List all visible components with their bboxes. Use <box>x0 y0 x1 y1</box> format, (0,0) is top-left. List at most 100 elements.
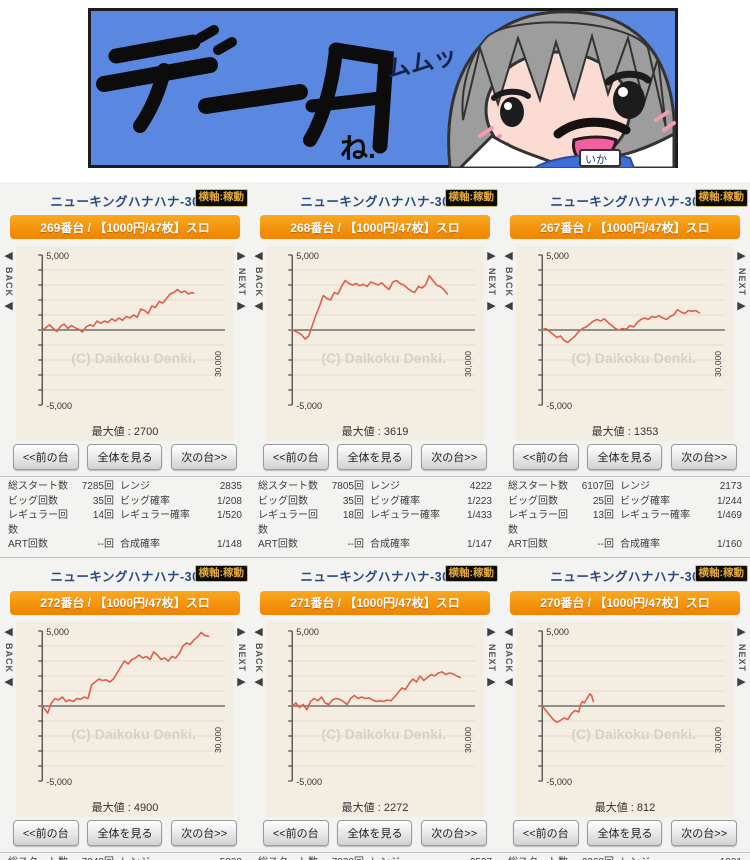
next-arrow-bottom-icon[interactable]: ▶ <box>237 300 246 312</box>
svg-text:30,000: 30,000 <box>713 351 723 377</box>
back-arrow-top-icon[interactable]: ◀ <box>254 250 263 262</box>
big-count-label: ビッグ回数 <box>508 495 558 507</box>
prev-unit-button[interactable]: <<前の台 <box>12 819 79 846</box>
art-count-value: --回 <box>97 539 114 550</box>
slump-graph: 5,000 -5,000 30,000 (C) Daikoku Denki. 最大値 … <box>516 620 734 817</box>
back-nav-strip[interactable]: ◀ BACK ◀ <box>1 245 16 441</box>
next-arrow-top-icon[interactable]: ▶ <box>487 625 496 638</box>
stat-row-starts: 総スタート数 7930回 レンジ 2527 <box>258 856 492 860</box>
svg-text:30,000: 30,000 <box>713 726 723 752</box>
prev-unit-button[interactable]: <<前の台 <box>262 819 329 846</box>
range-value: 2173 <box>719 481 742 492</box>
panel-grid: ニューキングハナハナ-30 横軸:稼動 269番台 / 【1000円/47枚】ス… <box>0 182 750 860</box>
back-arrow-top-icon[interactable]: ◀ <box>504 625 513 638</box>
back-arrow-top-icon[interactable]: ◀ <box>4 625 13 638</box>
svg-text:(C) Daikoku Denki.: (C) Daikoku Denki. <box>321 350 446 366</box>
big-rate-label: ビッグ確率 <box>120 495 170 507</box>
next-unit-button[interactable]: 次の台>> <box>671 819 738 846</box>
next-nav-strip[interactable]: ▶ NEXT ▶ <box>734 621 749 817</box>
next-unit-button[interactable]: 次の台>> <box>171 444 238 470</box>
starts-value: 7805回 <box>331 481 364 492</box>
back-arrow-top-icon[interactable]: ◀ <box>254 625 263 638</box>
next-nav-strip[interactable]: ▶ NEXT ▶ <box>234 245 249 441</box>
back-arrow-bottom-icon[interactable]: ◀ <box>504 300 513 312</box>
range-label: レンジ <box>370 481 400 492</box>
next-arrow-top-icon[interactable]: ▶ <box>737 625 746 638</box>
range-value: 4222 <box>469 481 492 492</box>
panel-button-row: <<前の台 全体を見る 次の台>> <box>500 817 750 849</box>
view-all-button[interactable]: 全体を見る <box>87 444 163 470</box>
next-nav-strip[interactable]: ▶ NEXT ▶ <box>484 621 499 817</box>
prev-unit-button[interactable]: <<前の台 <box>512 444 579 470</box>
axis-mode-badge[interactable]: 横軸:稼動 <box>444 189 498 207</box>
next-arrow-bottom-icon[interactable]: ▶ <box>487 675 496 688</box>
stat-row-reg: レギュラー回数 13回 レギュラー確率 1/469 <box>508 509 742 538</box>
machine-name-label: ニューキングハナハナ-30 <box>550 194 700 209</box>
back-nav-strip[interactable]: ◀ BACK ◀ <box>501 245 516 441</box>
next-arrow-bottom-icon[interactable]: ▶ <box>737 675 746 688</box>
back-nav-strip[interactable]: ◀ BACK ◀ <box>251 245 266 441</box>
axis-mode-badge[interactable]: 横軸:稼動 <box>694 564 748 583</box>
next-arrow-bottom-icon[interactable]: ▶ <box>487 300 496 312</box>
back-arrow-bottom-icon[interactable]: ◀ <box>4 300 13 312</box>
axis-mode-badge[interactable]: 横軸:稼動 <box>694 189 748 207</box>
axis-mode-badge[interactable]: 横軸:稼動 <box>194 564 248 583</box>
next-arrow-top-icon[interactable]: ▶ <box>237 625 246 638</box>
starts-value: 7948回 <box>72 856 120 860</box>
art-count-value: --回 <box>597 539 614 550</box>
reg-count-value: 18回 <box>342 510 364 521</box>
stat-row-starts: 総スタート数 2368回 レンジ 1901 <box>508 856 742 860</box>
stat-row-starts: 総スタート数 7948回 レンジ 5382 <box>8 856 242 860</box>
starts-value: 7930回 <box>322 856 370 860</box>
axis-mode-badge[interactable]: 横軸:稼動 <box>444 564 498 583</box>
next-arrow-top-icon[interactable]: ▶ <box>237 250 246 262</box>
next-nav-strip[interactable]: ▶ NEXT ▶ <box>234 621 249 817</box>
prev-unit-button[interactable]: <<前の台 <box>512 819 579 846</box>
back-arrow-top-icon[interactable]: ◀ <box>4 250 13 262</box>
reg-rate-value: 1/469 <box>716 510 742 521</box>
next-unit-button[interactable]: 次の台>> <box>421 444 488 470</box>
svg-text:5,000: 5,000 <box>46 627 69 637</box>
axis-mode-badge[interactable]: 横軸:稼動 <box>194 189 248 207</box>
back-arrow-bottom-icon[interactable]: ◀ <box>4 675 13 688</box>
next-arrow-bottom-icon[interactable]: ▶ <box>737 300 746 312</box>
next-nav-strip[interactable]: ▶ NEXT ▶ <box>734 245 749 441</box>
next-unit-button[interactable]: 次の台>> <box>171 819 238 846</box>
max-value-label: 最大値 : 812 <box>594 801 656 814</box>
next-unit-button[interactable]: 次の台>> <box>671 444 738 470</box>
back-label: BACK <box>503 642 514 673</box>
max-value-label: 最大値 : 3619 <box>341 426 409 438</box>
view-all-button[interactable]: 全体を見る <box>587 819 663 846</box>
next-arrow-bottom-icon[interactable]: ▶ <box>237 675 246 688</box>
back-arrow-top-icon[interactable]: ◀ <box>504 250 513 262</box>
next-unit-button[interactable]: 次の台>> <box>421 819 488 846</box>
back-nav-strip[interactable]: ◀ BACK ◀ <box>1 621 16 817</box>
view-all-button[interactable]: 全体を見る <box>337 444 413 470</box>
next-nav-strip[interactable]: ▶ NEXT ▶ <box>484 245 499 441</box>
prev-unit-button[interactable]: <<前の台 <box>12 444 79 470</box>
back-nav-strip[interactable]: ◀ BACK ◀ <box>501 621 516 817</box>
back-nav-strip[interactable]: ◀ BACK ◀ <box>251 621 266 817</box>
art-count-label: ART回数 <box>508 539 548 550</box>
next-arrow-top-icon[interactable]: ▶ <box>487 250 496 262</box>
svg-text:(C) Daikoku Denki.: (C) Daikoku Denki. <box>321 726 446 742</box>
max-value-label: 最大値 : 4900 <box>91 801 159 814</box>
next-arrow-top-icon[interactable]: ▶ <box>737 250 746 262</box>
back-arrow-bottom-icon[interactable]: ◀ <box>254 300 263 312</box>
stat-row-starts: 総スタート数 7285回 レンジ 2835 <box>8 480 242 495</box>
view-all-button[interactable]: 全体を見る <box>587 444 663 470</box>
unit-header-bar: 271番台 / 【1000円/47枚】スロ <box>260 590 490 615</box>
machine-name-label: ニューキングハナハナ-30 <box>50 194 200 209</box>
big-rate-value: 1/208 <box>216 495 242 507</box>
art-count-value: --回 <box>347 539 364 550</box>
view-all-button[interactable]: 全体を見る <box>87 819 163 846</box>
stat-row-starts: 総スタート数 7805回 レンジ 4222 <box>258 480 492 495</box>
stat-row-art: ART回数 --回 合成確率 1/160 <box>508 538 742 553</box>
back-arrow-bottom-icon[interactable]: ◀ <box>504 675 513 688</box>
back-arrow-bottom-icon[interactable]: ◀ <box>254 675 263 688</box>
stat-row-big: ビッグ回数 25回 ビッグ確率 1/244 <box>508 495 742 510</box>
view-all-button[interactable]: 全体を見る <box>337 819 413 846</box>
prev-unit-button[interactable]: <<前の台 <box>262 444 329 470</box>
next-label: NEXT <box>486 643 497 672</box>
svg-text:-5,000: -5,000 <box>46 777 72 787</box>
